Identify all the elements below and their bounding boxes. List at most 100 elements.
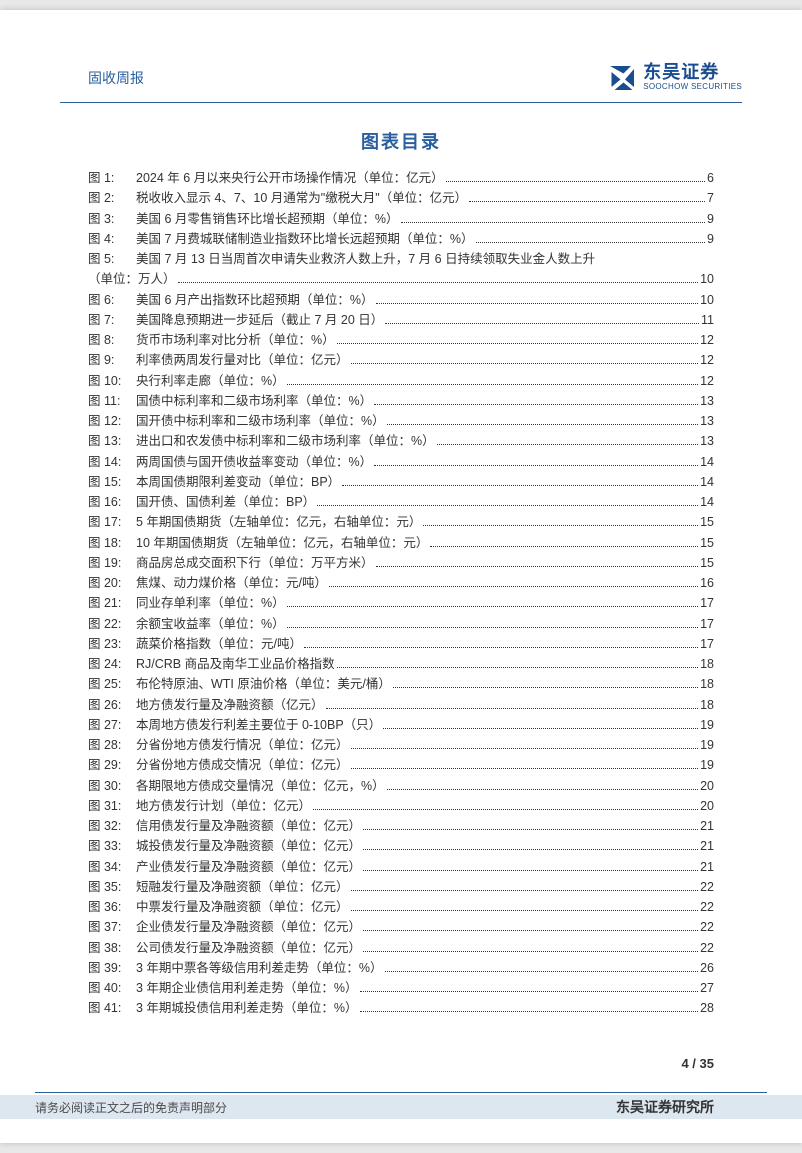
toc-figure-label: 图 1: [88,168,136,188]
toc-entry-title: 信用债发行量及净融资额（单位：亿元） [136,816,361,836]
toc-leader-dots [476,242,706,243]
toc-leader-dots [178,282,699,283]
toc-page-number: 18 [700,695,714,715]
toc-entry: 图 19:商品房总成交面积下行（单位：万平方米）15 [88,553,714,573]
toc-entry-title: 2024 年 6 月以来央行公开市场操作情况（单位：亿元） [136,168,444,188]
toc-entry-title: 货币市场利率对比分析（单位：%） [136,330,335,350]
toc-leader-dots [401,222,706,223]
toc-figure-label: 图 18: [88,533,136,553]
toc-entry: 图 41:3 年期城投债信用利差走势（单位：%）28 [88,998,714,1018]
toc-entry: 图 35:短融发行量及净融资额（单位：亿元）22 [88,877,714,897]
toc-entry: 图 37:企业债发行量及净融资额（单位：亿元）22 [88,917,714,937]
toc-page-number: 14 [700,452,714,472]
toc-leader-dots [304,647,698,648]
toc-entry: 图 26:地方债发行量及净融资额（亿元）18 [88,695,714,715]
toc-entry-title: 美国降息预期进一步延后（截止 7 月 20 日） [136,310,383,330]
company-logo-icon [607,64,637,92]
toc-figure-label: 图 13: [88,431,136,451]
toc-entry: 图 23:蔬菜价格指数（单位：元/吨）17 [88,634,714,654]
toc-page-number: 17 [700,634,714,654]
toc-leader-dots [437,444,698,445]
toc-leader-dots [363,951,698,952]
toc-entry-title: 布伦特原油、WTI 原油价格（单位：美元/桶） [136,674,391,694]
toc-page-number: 18 [700,674,714,694]
toc-leader-dots [287,384,698,385]
toc-entry-title: 美国 6 月产出指数环比超预期（单位：%） [136,290,374,310]
toc-entry-title: 3 年期中票各等级信用利差走势（单位：%） [136,958,383,978]
toc-leader-dots [376,566,699,567]
toc-entry-title: 国开债中标利率和二级市场利率（单位：%） [136,411,385,431]
toc-entry: 图 40:3 年期企业债信用利差走势（单位：%）27 [88,978,714,998]
toc-entry: 图 10:央行利率走廊（单位：%）12 [88,371,714,391]
toc-entry-title: 美国 7 月费城联储制造业指数环比增长远超预期（单位：%） [136,229,474,249]
toc-page-number: 10 [700,269,714,289]
toc-figure-label: 图 8: [88,330,136,350]
toc-leader-dots [337,667,698,668]
toc-figure-label: 图 9: [88,350,136,370]
toc-page-number: 28 [700,998,714,1018]
toc-page-number: 15 [700,553,714,573]
toc-entry: 图 20:焦煤、动力煤价格（单位：元/吨）16 [88,573,714,593]
toc-figure-label: 图 24: [88,654,136,674]
toc-figure-label: 图 15: [88,472,136,492]
toc-page-number: 13 [700,391,714,411]
toc-figure-label: 图 14: [88,452,136,472]
toc-figure-label: 图 26: [88,695,136,715]
toc-page-number: 10 [700,290,714,310]
toc-page-number: 19 [700,715,714,735]
toc-entry: 图 14:两周国债与国开债收益率变动（单位：%）14 [88,452,714,472]
toc-figure-label: 图 41: [88,998,136,1018]
toc-entry: 图 11:国债中标利率和二级市场利率（单位：%）13 [88,391,714,411]
toc-leader-dots [313,809,698,810]
page-header: 固收周报 东吴证券 SOOCHOW SECURITIES [0,50,802,105]
toc-entry: 图 32:信用债发行量及净融资额（单位：亿元）21 [88,816,714,836]
toc-figure-label: 图 21: [88,593,136,613]
toc-leader-dots [374,465,698,466]
toc-entry: 图 36:中票发行量及净融资额（单位：亿元）22 [88,897,714,917]
toc-entry: 图 27:本周地方债发行利差主要位于 0-10BP（只）19 [88,715,714,735]
toc-page-number: 15 [700,533,714,553]
toc-page-number: 6 [707,168,714,188]
toc-page-number: 12 [700,330,714,350]
toc-figure-label: 图 20: [88,573,136,593]
toc-figure-label: 图 16: [88,492,136,512]
footer-band: 请务必阅读正文之后的免责声明部分 东吴证券研究所 [0,1095,802,1119]
toc-page-number: 19 [700,735,714,755]
toc-figure-label: 图 38: [88,938,136,958]
toc-leader-dots [326,708,699,709]
toc-entry: 图 4:美国 7 月费城联储制造业指数环比增长远超预期（单位：%）9 [88,229,714,249]
toc-entry: 图 1:2024 年 6 月以来央行公开市场操作情况（单位：亿元） 6 [88,168,714,188]
toc-leader-dots [342,485,698,486]
toc-page-number: 21 [700,816,714,836]
toc-leader-dots [446,181,705,182]
toc-entry: 图 28:分省份地方债发行情况（单位：亿元）19 [88,735,714,755]
toc-leader-dots [423,525,698,526]
toc-entry-title: 本周地方债发行利差主要位于 0-10BP（只） [136,715,381,735]
footer-divider [35,1092,767,1093]
table-of-contents: 图 1:2024 年 6 月以来央行公开市场操作情况（单位：亿元）6图 2:税收… [88,168,714,1019]
toc-figure-label: 图 34: [88,857,136,877]
toc-figure-label: 图 25: [88,674,136,694]
toc-entry: 图 34:产业债发行量及净融资额（单位：亿元）21 [88,857,714,877]
toc-page-number: 20 [700,776,714,796]
toc-entry: 图 33:城投债发行量及净融资额（单位：亿元）21 [88,836,714,856]
toc-entry: 图 17:5 年期国债期货（左轴单位：亿元，右轴单位：元）15 [88,512,714,532]
toc-figure-label: 图 3: [88,209,136,229]
toc-page-number: 22 [700,897,714,917]
toc-entry-title: 城投债发行量及净融资额（单位：亿元） [136,836,361,856]
toc-entry: 图 8:货币市场利率对比分析（单位：%） 12 [88,330,714,350]
toc-entry-continuation: （单位：万人） 10 [88,269,714,289]
toc-leader-dots [351,910,699,911]
toc-page-number: 15 [700,512,714,532]
toc-entry-title: （单位：万人） [88,269,176,289]
toc-leader-dots [317,505,698,506]
toc-figure-label: 图 12: [88,411,136,431]
toc-page-number: 17 [700,593,714,613]
toc-leader-dots [337,343,698,344]
toc-leader-dots [351,768,699,769]
toc-entry-title: 5 年期国债期货（左轴单位：亿元，右轴单位：元） [136,512,421,532]
toc-entry: 图 16:国开债、国债利差（单位：BP）14 [88,492,714,512]
toc-entry-title: 地方债发行计划（单位：亿元） [136,796,311,816]
toc-leader-dots [385,971,699,972]
toc-figure-label: 图 33: [88,836,136,856]
